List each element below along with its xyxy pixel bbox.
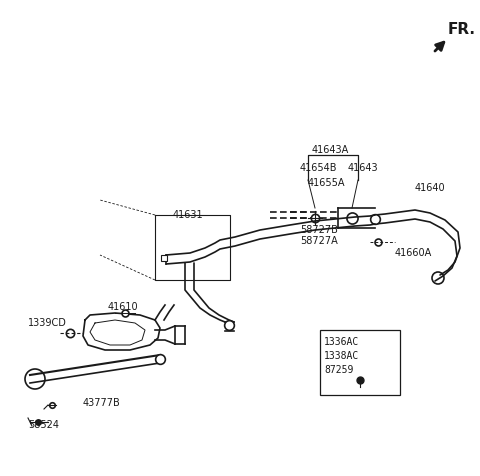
Text: 41643: 41643 bbox=[348, 163, 379, 173]
Circle shape bbox=[432, 272, 444, 284]
Text: 41610: 41610 bbox=[108, 302, 139, 312]
Text: 41643A: 41643A bbox=[312, 145, 348, 155]
Text: 87259: 87259 bbox=[324, 365, 353, 375]
Text: 1336AC: 1336AC bbox=[324, 337, 359, 347]
Text: 41654B: 41654B bbox=[300, 163, 337, 173]
Text: 58727A: 58727A bbox=[300, 236, 338, 246]
Text: FR.: FR. bbox=[448, 22, 476, 37]
Text: 43777B: 43777B bbox=[83, 398, 121, 408]
Text: 58524: 58524 bbox=[28, 420, 59, 430]
Text: 41631: 41631 bbox=[173, 210, 204, 220]
Text: 41640: 41640 bbox=[415, 183, 445, 193]
Text: 41660A: 41660A bbox=[395, 248, 432, 258]
Text: 1338AC: 1338AC bbox=[324, 351, 359, 361]
Text: 1339CD: 1339CD bbox=[28, 318, 67, 328]
Bar bbox=[320, 330, 400, 395]
Text: 41655A: 41655A bbox=[308, 178, 346, 188]
Circle shape bbox=[25, 369, 45, 389]
Text: 58727B: 58727B bbox=[300, 225, 338, 235]
